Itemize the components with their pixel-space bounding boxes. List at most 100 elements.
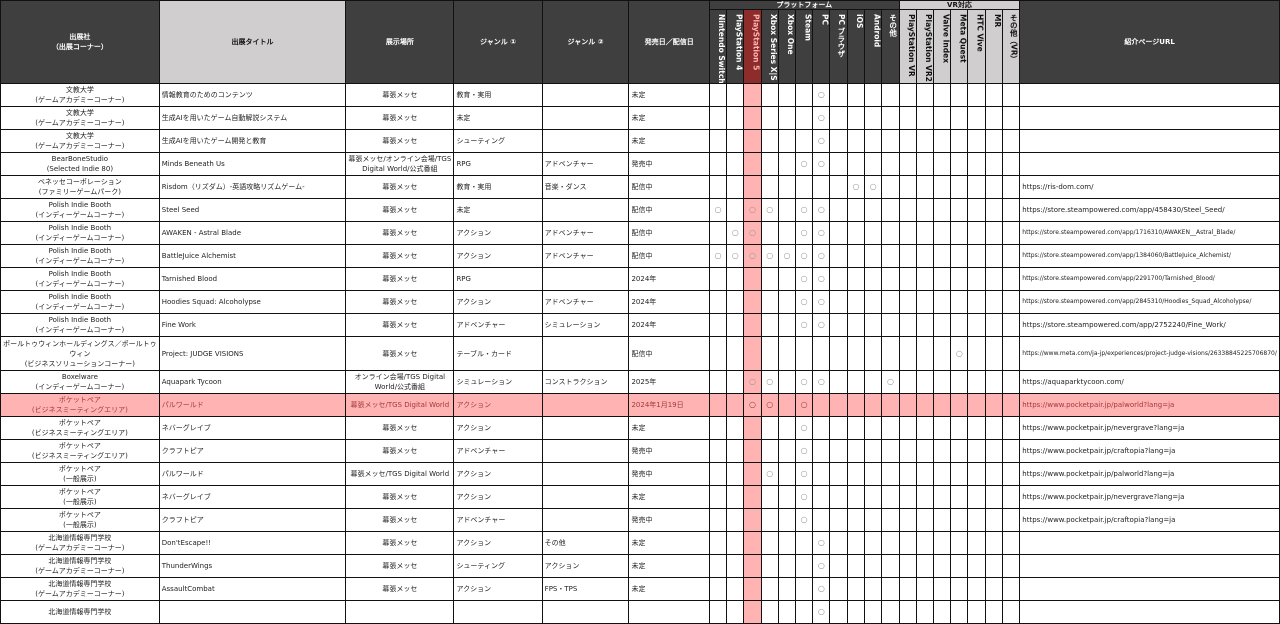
cell-platform-4[interactable] — [777, 83, 797, 107]
cell-platform-16[interactable] — [984, 393, 1003, 417]
header-platform-6[interactable]: PC — [812, 9, 831, 84]
cell-platform-6[interactable] — [812, 336, 831, 371]
cell-platform-6-checked[interactable]: ○ — [812, 152, 831, 176]
cell-platform-8[interactable] — [846, 198, 866, 222]
cell-platform-9[interactable] — [864, 531, 883, 555]
cell-platform-17[interactable] — [1001, 313, 1021, 337]
cell-platform-12[interactable] — [915, 554, 935, 578]
cell-venue[interactable]: 幕張メッセ — [345, 485, 455, 509]
cell-platform-8[interactable] — [846, 152, 866, 176]
cell-platform-4[interactable] — [777, 462, 797, 486]
header-genre2[interactable]: ジャンル ② — [541, 0, 630, 84]
cell-platform-6[interactable] — [812, 175, 831, 199]
cell-platform-6[interactable] — [812, 485, 831, 509]
cell-platform-17[interactable] — [1001, 370, 1021, 394]
cell-genre2[interactable] — [541, 600, 630, 624]
cell-platform-7[interactable] — [829, 106, 848, 130]
cell-platform-9[interactable] — [864, 416, 883, 440]
cell-exhibitor[interactable]: 北海道情報専門学校 (ゲームアカデミーコーナー) — [0, 554, 160, 578]
cell-platform-9[interactable] — [864, 290, 883, 314]
cell-platform-8[interactable] — [846, 336, 866, 371]
cell-platform-15[interactable] — [967, 531, 986, 555]
cell-platform-13[interactable] — [933, 313, 952, 337]
cell-platform-16[interactable] — [984, 485, 1003, 509]
cell-platform-11[interactable] — [898, 313, 917, 337]
cell-platform-14[interactable] — [950, 462, 969, 486]
cell-genre2[interactable]: アドベンチャー — [541, 290, 630, 314]
cell-platform-16[interactable] — [984, 554, 1003, 578]
cell-platform-9[interactable] — [864, 508, 883, 532]
cell-exhibitor[interactable]: ポケットペア (一般展示) — [0, 508, 160, 532]
cell-platform-9[interactable] — [864, 462, 883, 486]
cell-platform-15[interactable] — [967, 600, 986, 624]
cell-platform-11[interactable] — [898, 485, 917, 509]
header-platform-11[interactable]: PlayStation VR — [898, 9, 917, 84]
cell-platform-9[interactable] — [864, 129, 883, 153]
cell-platform-10[interactable] — [881, 129, 900, 153]
cell-platform-12[interactable] — [915, 129, 935, 153]
cell-platform-7[interactable] — [829, 439, 848, 463]
table-row[interactable]: Polish Indie Booth (インディーゲームコーナー) BattleJu… — [0, 244, 1280, 268]
cell-url-link[interactable]: https://www.pocketpair.jp/nevergrave?lan… — [1019, 416, 1280, 440]
cell-platform-4[interactable] — [777, 313, 797, 337]
cell-release[interactable]: 未定 — [628, 83, 710, 107]
cell-genre2[interactable]: 音楽・ダンス — [541, 175, 630, 199]
cell-venue[interactable]: 幕張メッセ — [345, 175, 455, 199]
cell-platform-8[interactable] — [846, 600, 866, 624]
header-platform-7[interactable]: PC ブラウザ — [829, 9, 848, 84]
header-platform-0[interactable]: Nintendo Switch — [708, 9, 728, 84]
cell-platform-5-checked[interactable]: ○ — [795, 221, 814, 245]
cell-platform-10[interactable] — [881, 439, 900, 463]
cell-platform-10[interactable] — [881, 416, 900, 440]
cell-platform-12[interactable] — [915, 531, 935, 555]
cell-platform-5-checked[interactable]: ○ — [795, 439, 814, 463]
cell-platform-8[interactable] — [846, 244, 866, 268]
cell-genre1[interactable]: アドベンチャー — [453, 508, 543, 532]
table-row[interactable]: 北海道情報専門学校 ○ — [0, 600, 1280, 624]
cell-platform-8[interactable] — [846, 129, 866, 153]
cell-platform-9[interactable] — [864, 439, 883, 463]
cell-platform-10[interactable] — [881, 83, 900, 107]
header-genre1[interactable]: ジャンル ① — [453, 0, 543, 84]
cell-platform-15[interactable] — [967, 152, 986, 176]
cell-platform-3[interactable] — [760, 175, 779, 199]
cell-platform-7[interactable] — [829, 336, 848, 371]
cell-genre2[interactable]: コンストラクション — [541, 370, 630, 394]
cell-platform-1-checked[interactable]: ○ — [726, 221, 745, 245]
cell-platform-13[interactable] — [933, 393, 952, 417]
cell-url-link[interactable]: https://store.steampowered.com/app/17163… — [1019, 221, 1280, 245]
cell-platform-0[interactable] — [708, 83, 728, 107]
cell-platform-9[interactable] — [864, 600, 883, 624]
table-row[interactable]: BearBoneStudio (Selected Indie 80) Minds B… — [0, 152, 1280, 176]
cell-exhibitor[interactable]: ポケットペア (ビジネスミーティングエリア) — [0, 416, 160, 440]
cell-platform-4[interactable] — [777, 221, 797, 245]
cell-platform-15[interactable] — [967, 198, 986, 222]
cell-platform-16[interactable] — [984, 336, 1003, 371]
cell-platform-16[interactable] — [984, 152, 1003, 176]
cell-platform-5[interactable] — [795, 336, 814, 371]
cell-platform-15[interactable] — [967, 83, 986, 107]
cell-platform-3[interactable] — [760, 221, 779, 245]
cell-platform-12[interactable] — [915, 577, 935, 601]
cell-platform-13[interactable] — [933, 152, 952, 176]
cell-platform-15[interactable] — [967, 577, 986, 601]
cell-platform-12[interactable] — [915, 83, 935, 107]
cell-platform-13[interactable] — [933, 267, 952, 291]
cell-platform-9[interactable] — [864, 336, 883, 371]
cell-platform-1[interactable] — [726, 600, 745, 624]
cell-exhibitor[interactable]: 北海道情報専門学校 (ゲームアカデミーコーナー) — [0, 577, 160, 601]
cell-genre1[interactable]: アドベンチャー — [453, 313, 543, 337]
cell-platform-13[interactable] — [933, 106, 952, 130]
header-platform-10[interactable]: その他 — [881, 9, 900, 84]
cell-platform-16[interactable] — [984, 83, 1003, 107]
cell-title[interactable]: Fine Work — [158, 313, 347, 337]
cell-title[interactable]: AWAKEN - Astral Blade — [158, 221, 347, 245]
cell-platform-13[interactable] — [933, 83, 952, 107]
header-platform-9[interactable]: Android — [864, 9, 883, 84]
cell-platform-2[interactable] — [743, 175, 762, 199]
cell-platform-9[interactable] — [864, 313, 883, 337]
cell-genre1[interactable]: アクション — [453, 531, 543, 555]
cell-platform-11[interactable] — [898, 290, 917, 314]
cell-platform-14[interactable] — [950, 393, 969, 417]
cell-platform-14[interactable] — [950, 370, 969, 394]
